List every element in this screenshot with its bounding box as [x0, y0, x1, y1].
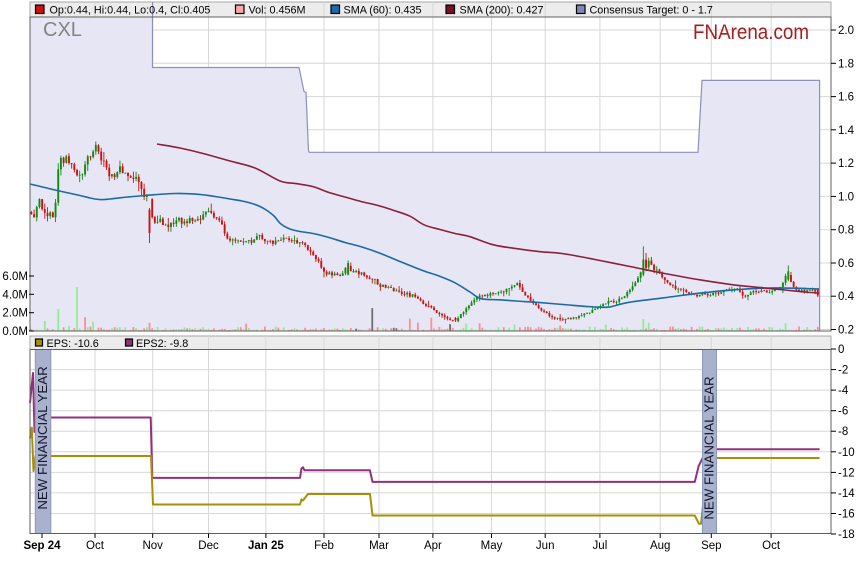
svg-text:FNArena.com: FNArena.com	[693, 21, 809, 44]
svg-text:-6: -6	[838, 406, 848, 418]
svg-text:1.2: 1.2	[838, 158, 854, 170]
svg-text:Jun: Jun	[536, 540, 555, 552]
svg-text:0.8: 0.8	[838, 225, 854, 237]
svg-text:6.0M: 6.0M	[2, 271, 28, 283]
svg-text:2.0M: 2.0M	[2, 308, 28, 320]
svg-text:-14: -14	[838, 488, 855, 500]
svg-text:SMA (200): 0.427: SMA (200): 0.427	[460, 5, 544, 17]
svg-text:Apr: Apr	[424, 540, 442, 552]
svg-text:Mar: Mar	[369, 540, 389, 552]
svg-text:Aug: Aug	[650, 540, 670, 552]
svg-text:1.6: 1.6	[838, 92, 854, 104]
svg-text:Nov: Nov	[142, 540, 163, 552]
svg-text:EPS2: -9.8: EPS2: -9.8	[136, 338, 188, 350]
svg-text:0: 0	[838, 344, 844, 356]
svg-text:Dec: Dec	[198, 540, 219, 552]
svg-text:2.0: 2.0	[838, 25, 854, 37]
svg-text:1.0: 1.0	[838, 191, 854, 203]
svg-text:-8: -8	[838, 426, 848, 438]
svg-text:4.0M: 4.0M	[2, 289, 28, 301]
svg-text:0.2: 0.2	[838, 325, 854, 337]
svg-text:EPS: -10.6: EPS: -10.6	[47, 338, 99, 350]
svg-text:May: May	[481, 540, 503, 552]
svg-text:-16: -16	[838, 509, 855, 521]
svg-text:NEW FINANCIAL YEAR: NEW FINANCIAL YEAR	[702, 376, 717, 519]
svg-text:Sep: Sep	[701, 540, 721, 552]
svg-text:Feb: Feb	[314, 540, 334, 552]
svg-text:0.6: 0.6	[838, 258, 854, 270]
svg-text:-2: -2	[838, 365, 848, 377]
svg-text:1.4: 1.4	[838, 125, 855, 137]
svg-text:0.0M: 0.0M	[2, 326, 28, 338]
svg-text:1.8: 1.8	[838, 58, 854, 70]
svg-text:-12: -12	[838, 467, 855, 479]
svg-text:Consensus Target: 0 - 1.7: Consensus Target: 0 - 1.7	[590, 5, 713, 17]
svg-text:-10: -10	[838, 447, 855, 459]
svg-text:Oct: Oct	[86, 540, 105, 552]
svg-text:-4: -4	[838, 385, 849, 397]
svg-text:Jul: Jul	[593, 540, 608, 552]
svg-text:-18: -18	[838, 529, 855, 541]
svg-text:SMA (60): 0.435: SMA (60): 0.435	[344, 5, 422, 17]
svg-text:Oct: Oct	[762, 540, 781, 552]
svg-text:Sep 24: Sep 24	[23, 540, 61, 552]
svg-text:Op:0.44, Hi:0.44, Lo:0.4, Cl:0: Op:0.44, Hi:0.44, Lo:0.4, Cl:0.405	[50, 5, 211, 17]
svg-text:Vol: 0.456M: Vol: 0.456M	[249, 5, 306, 17]
svg-text:Jan 25: Jan 25	[248, 540, 284, 552]
svg-text:CXL: CXL	[43, 19, 82, 41]
svg-text:0.4: 0.4	[838, 291, 855, 303]
svg-text:NEW FINANCIAL YEAR: NEW FINANCIAL YEAR	[35, 366, 50, 509]
